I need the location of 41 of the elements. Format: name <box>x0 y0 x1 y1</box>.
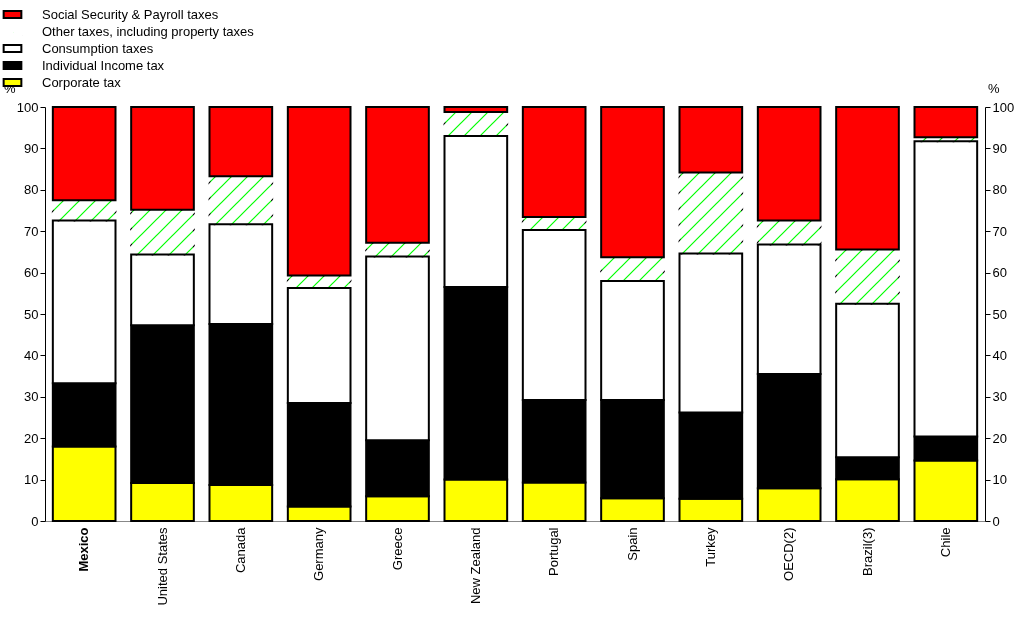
x-tick-label: Portugal <box>546 527 562 576</box>
legend-label: Corporate tax <box>42 74 122 90</box>
y2-tick-label: 50 <box>992 306 1007 322</box>
y-tick-label: 80 <box>24 182 39 198</box>
y2-tick-label: 70 <box>992 223 1007 239</box>
y-tick-label: 70 <box>24 223 39 239</box>
x-tick-label: Brazil(3) <box>859 527 875 576</box>
y2-tick-label: 90 <box>992 140 1007 156</box>
y-tick-label: 10 <box>24 472 39 488</box>
y-tick-label: 30 <box>24 389 39 405</box>
x-tick-label: Turkey <box>702 527 718 567</box>
y-tick-label: 90 <box>24 140 39 156</box>
y-tick-label: 100 <box>16 99 39 115</box>
x-tick-label: Greece <box>389 527 405 571</box>
x-tick-label: OECD(2) <box>781 527 797 581</box>
y2-tick-label: 20 <box>992 430 1007 446</box>
legend-label: Other taxes, including property taxes <box>42 23 255 39</box>
legend-label: Social Security & Payroll taxes <box>42 6 219 22</box>
legend-label: Consumption taxes <box>42 40 154 56</box>
y-tick-label: 20 <box>24 430 39 446</box>
y-tick-label: 0 <box>31 513 39 529</box>
y2-tick-label: 0 <box>992 513 1000 529</box>
y2-axis-title: % <box>987 80 1000 96</box>
x-tick-label: Mexico <box>76 527 92 572</box>
y-tick-label: 50 <box>24 306 39 322</box>
x-tick-label: Chile <box>937 527 953 558</box>
legend-label: Individual Income tax <box>42 57 165 73</box>
y2-tick-label: 30 <box>992 389 1007 405</box>
y-tick-label: 40 <box>24 347 39 363</box>
x-tick-label: Germany <box>311 527 327 581</box>
y2-tick-label: 60 <box>992 265 1007 281</box>
bar <box>913 106 979 139</box>
x-tick-label: Spain <box>624 527 640 561</box>
y2-tick-label: 100 <box>992 99 1015 115</box>
x-tick-label: New Zealand <box>467 527 483 605</box>
y2-tick-label: 40 <box>992 347 1007 363</box>
y2-tick-label: 10 <box>992 472 1007 488</box>
x-tick-label: Canada <box>232 526 248 574</box>
y2-tick-label: 80 <box>992 182 1007 198</box>
x-tick-label: United States <box>154 527 170 606</box>
y-tick-label: 60 <box>24 265 39 281</box>
